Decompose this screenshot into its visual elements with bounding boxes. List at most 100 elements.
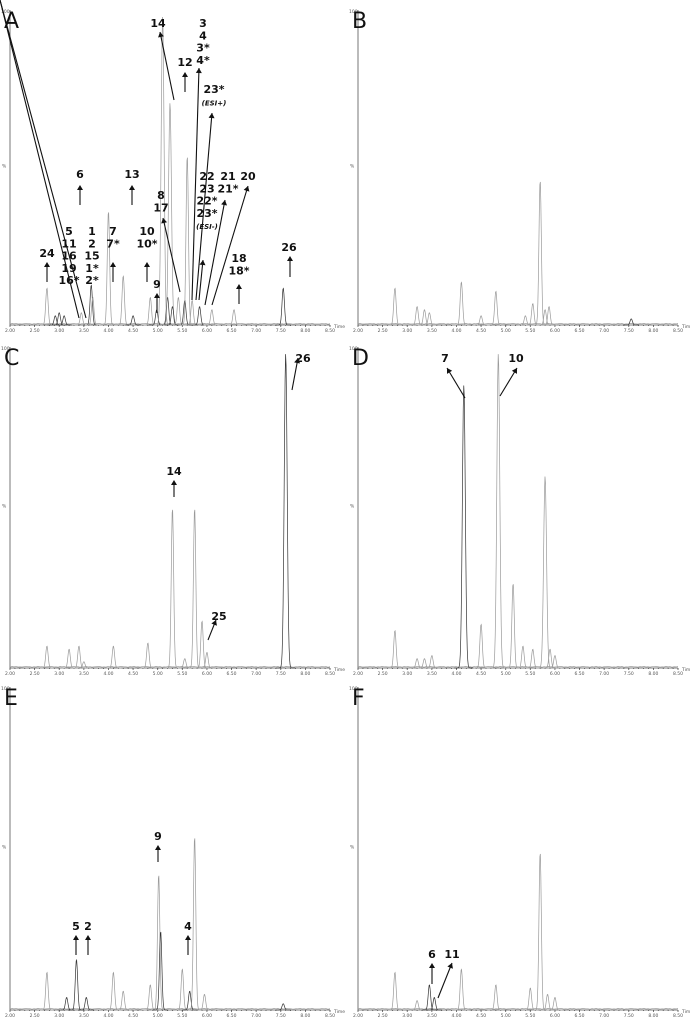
x-axis-title: Time [681, 324, 690, 330]
x-tick-label: 3.00 [54, 1013, 64, 1019]
annotation-label: 17 [153, 201, 168, 214]
annotation-label: 4 [199, 29, 207, 42]
x-tick-label: 4.50 [476, 671, 486, 677]
peak-F-0 [387, 971, 403, 1011]
x-tick-label: 7.00 [251, 328, 261, 334]
annotation-arrow [162, 217, 181, 293]
peak-E-10 [181, 990, 198, 1011]
x-tick-label: 3.00 [402, 1013, 412, 1019]
x-tick-label: 4.50 [476, 328, 486, 334]
annotation-label: 7 [109, 225, 117, 238]
x-tick-label: 3.50 [79, 671, 89, 677]
peak-annotation: 12 [177, 56, 193, 92]
arrow-head [287, 256, 293, 261]
x-tick-label: 5.50 [177, 1013, 187, 1019]
annotation-arrow [0, 0, 87, 319]
peak-B-11 [541, 306, 557, 326]
peak-E-4 [105, 971, 122, 1011]
annotation-label: 1 [88, 225, 96, 238]
peak-annotation: 23* (ESI+) [195, 83, 227, 301]
peak-annotation: 14 [166, 465, 182, 497]
x-tick-label: 7.00 [599, 1013, 609, 1019]
x-tick-label: 7.50 [624, 1013, 634, 1019]
x-tick-label: 2.00 [353, 1013, 363, 1019]
x-tick-label: 8.00 [648, 328, 658, 334]
peak-annotation: 9 [153, 278, 161, 313]
annotation-arrow [499, 367, 518, 397]
x-tick-label: 7.00 [251, 1013, 261, 1019]
arrow-head [511, 368, 517, 374]
x-tick-label: 4.00 [451, 671, 461, 677]
peak-E-12 [196, 993, 213, 1011]
annotation-label: 21* [217, 182, 238, 195]
x-tick-label: 2.00 [5, 1013, 15, 1019]
annotation-label: 8 [157, 189, 165, 202]
annotation-label: 19 [61, 262, 76, 275]
peak-annotation: 4 [184, 920, 192, 955]
peak-C-4 [105, 645, 122, 669]
x-tick-label: 5.50 [177, 671, 187, 677]
x-tick-label: 7.00 [251, 671, 261, 677]
x-tick-label: 7.50 [624, 671, 634, 677]
peak-annotation: 817 [153, 189, 181, 293]
peak-D-4 [454, 385, 474, 669]
x-tick-label: 2.50 [378, 671, 388, 677]
x-axis-title: Time [681, 667, 690, 673]
x-tick-label: 2.50 [30, 1013, 40, 1019]
x-tick-label: 5.50 [177, 328, 187, 334]
peak-E-3 [78, 997, 95, 1011]
annotation-label: 26 [281, 241, 297, 254]
annotation-label: 14 [166, 465, 182, 478]
panel-D: 2.00 2.50 3.00 3.50 4.00 4.50 5.00 5.50 6.00 6.50… [349, 346, 690, 677]
annotation-arrow [198, 259, 204, 301]
panel-letter: D [352, 346, 369, 371]
y-percent-label: % [2, 164, 7, 170]
peak-annotation: 5 [72, 920, 80, 955]
x-tick-label: 4.50 [128, 328, 138, 334]
peak-B-0 [387, 287, 403, 326]
x-tick-label: 6.50 [227, 671, 237, 677]
x-tick-label: 2.00 [5, 328, 15, 334]
annotation-label: 2 [88, 237, 96, 250]
peak-B-9 [532, 181, 548, 326]
panel-letter: E [4, 686, 18, 711]
annotation-label: 10* [136, 237, 157, 250]
x-tick-label: 8.50 [325, 1013, 335, 1019]
x-tick-label: 3.50 [427, 328, 437, 334]
x-tick-label: 5.50 [525, 328, 535, 334]
x-tick-label: 4.50 [128, 1013, 138, 1019]
y-percent-label: % [350, 845, 355, 851]
y-tick-100: 100 [349, 686, 358, 692]
baseline-trace [9, 665, 331, 668]
x-tick-label: 5.00 [153, 671, 163, 677]
annotation-label: 9 [153, 278, 161, 291]
x-tick-label: 6.00 [202, 671, 212, 677]
annotation-arrow [0, 0, 80, 319]
peak-A-6 [84, 296, 101, 326]
x-tick-label: 6.00 [202, 328, 212, 334]
peak-D-9 [524, 648, 541, 669]
x-tick-label: 2.00 [353, 328, 363, 334]
peak-D-1 [409, 658, 425, 669]
annotation-arrow [437, 962, 453, 999]
arrow-head [110, 262, 116, 267]
panel-A: 2.00 2.50 3.00 3.50 4.00 4.50 5.00 5.50 6.00 6.50… [0, 0, 345, 334]
x-tick-label: 5.50 [525, 671, 535, 677]
peak-A-21 [204, 309, 220, 326]
arrow-head [294, 358, 301, 364]
arrow-head [447, 963, 453, 969]
annotation-label: 2* [85, 274, 99, 287]
annotation-label: 18 [231, 252, 246, 265]
y-percent-label: % [2, 504, 7, 510]
arrow-head [447, 368, 453, 374]
annotation-label: 16* [58, 274, 79, 287]
peak-C-8 [186, 509, 203, 669]
arrow-head [182, 72, 188, 77]
arrow-head [429, 963, 435, 968]
annotation-label: (ESI+) [202, 99, 227, 107]
annotation-label: 2 [84, 920, 92, 933]
